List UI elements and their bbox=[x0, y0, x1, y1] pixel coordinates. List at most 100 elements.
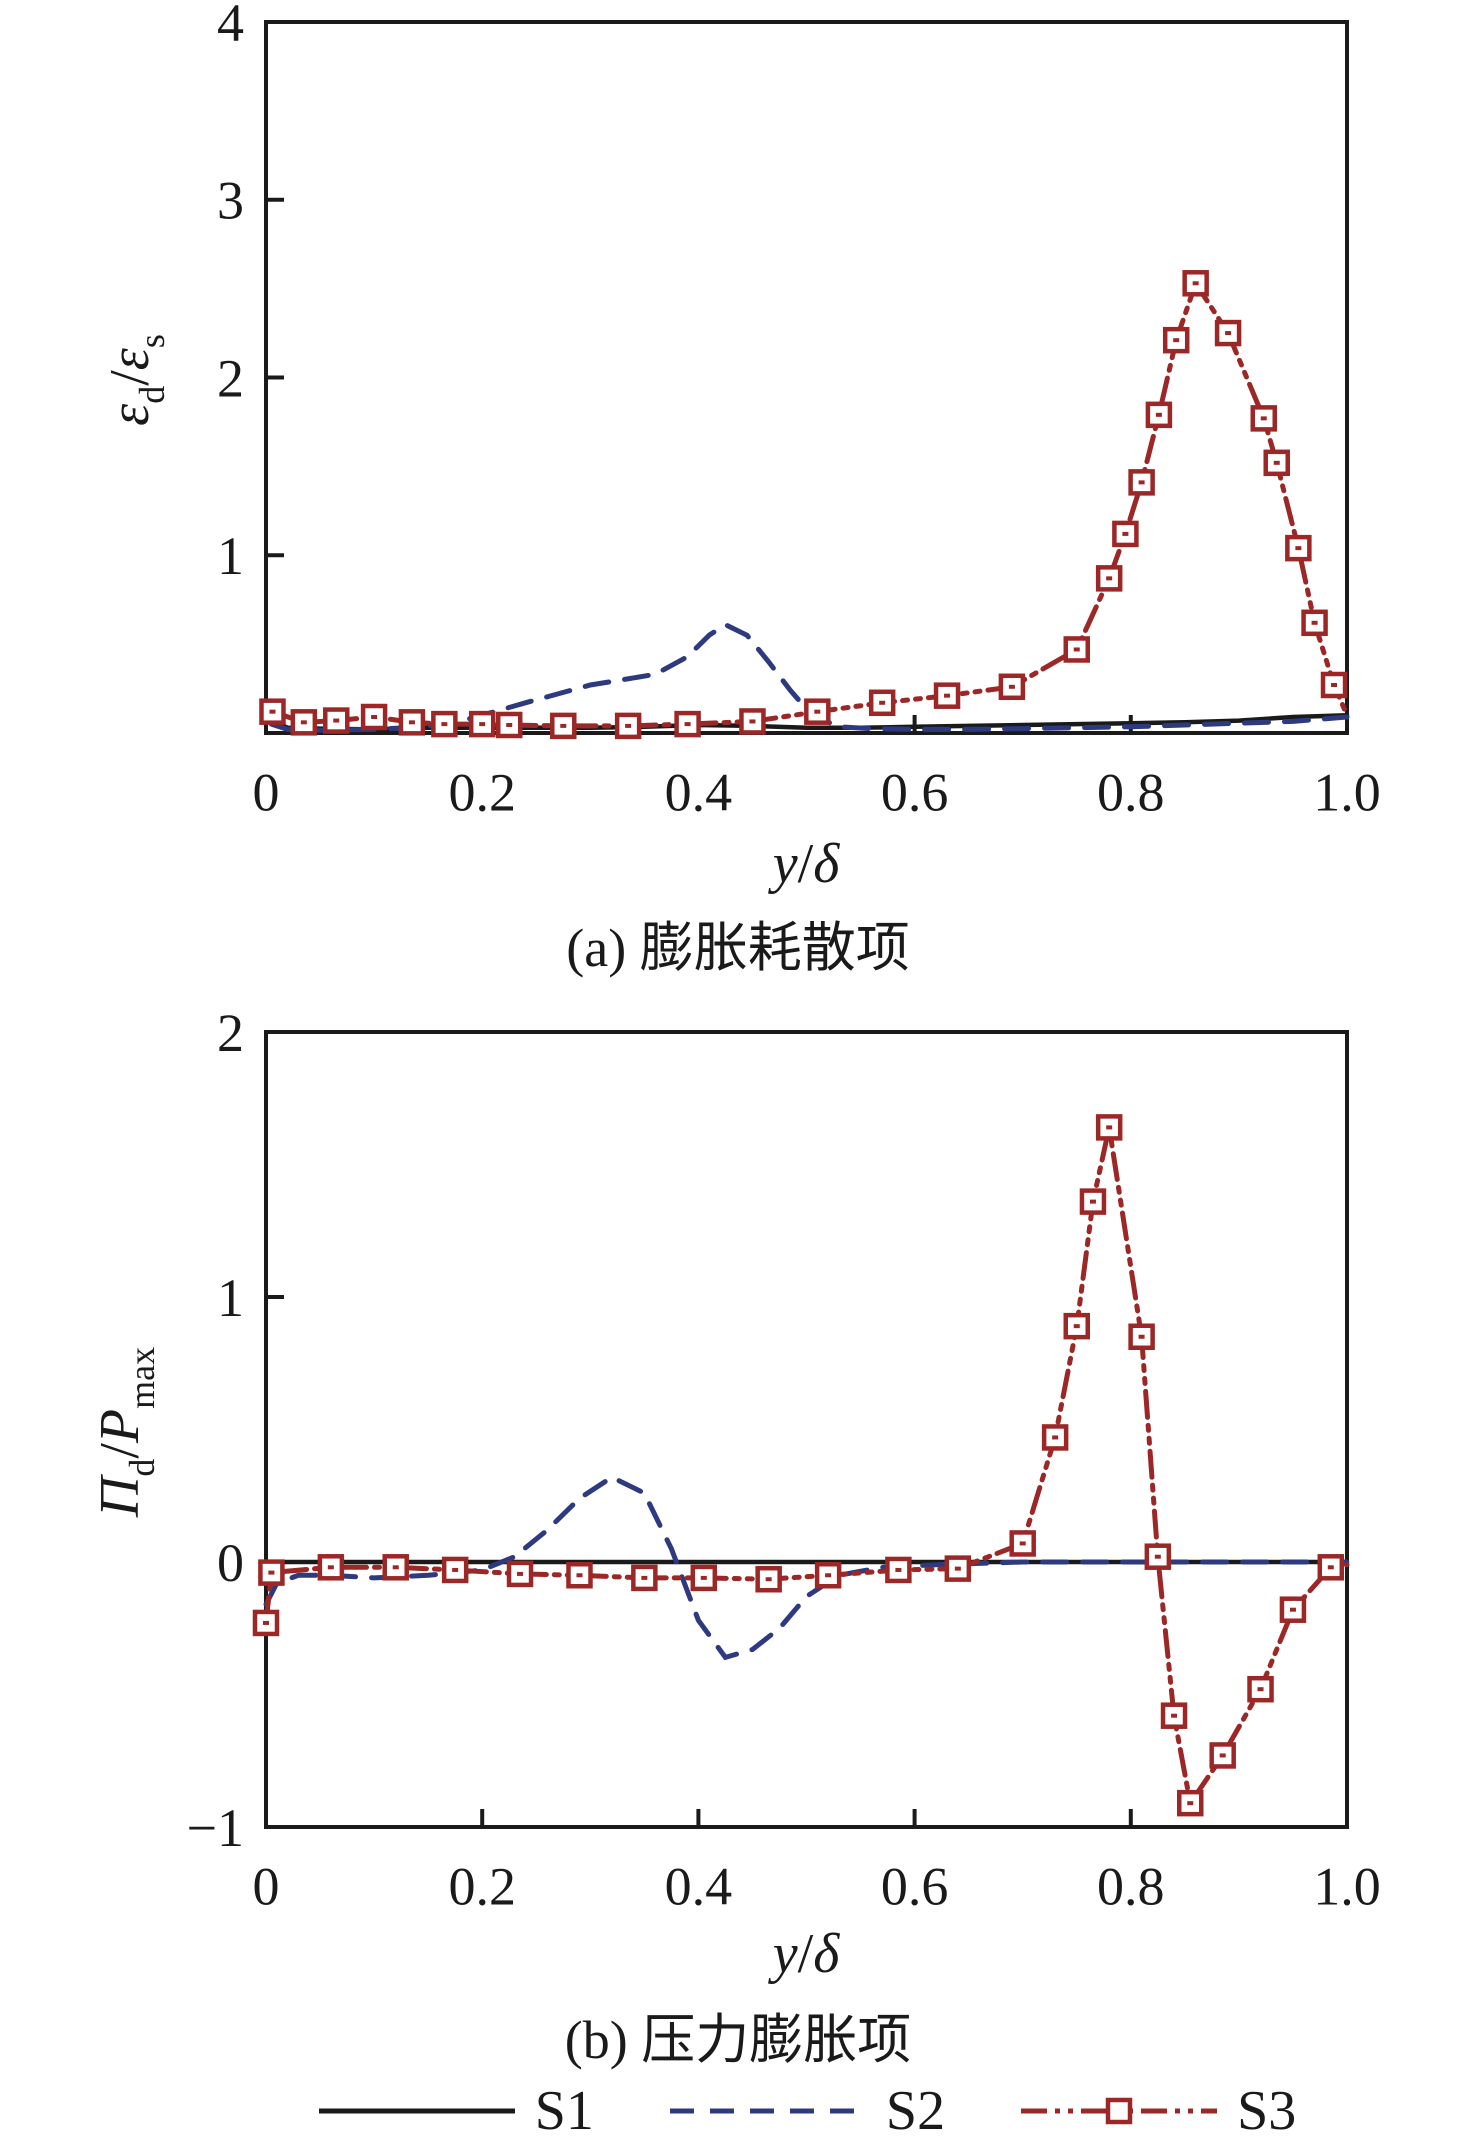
plot-a-series-S3-marker-dot-1 bbox=[300, 720, 307, 725]
legend-sample-s3-line bbox=[1021, 2097, 1218, 2125]
plot-b-xtick-label-0: 0 bbox=[253, 1856, 280, 1916]
plot-b-series-S3-marker-dot-13 bbox=[1019, 1541, 1026, 1546]
plot-b-xtick-label-4: 0.8 bbox=[1097, 1856, 1165, 1916]
legend-item-s1: S1 bbox=[317, 2079, 594, 2143]
plot-a-series-S3-marker-dot-0 bbox=[269, 709, 276, 714]
plot-b-series-S3-marker-dot-25 bbox=[1327, 1565, 1334, 1570]
plot-a-frame bbox=[264, 20, 1349, 735]
plot-a-xtick-label-1: 0.2 bbox=[448, 762, 516, 822]
plot-a-series-S3-marker-dot-8 bbox=[560, 723, 567, 728]
plot-a-series-S3-marker-dot-5 bbox=[441, 722, 448, 727]
plot-b-series-S3-marker-dot-21 bbox=[1187, 1801, 1194, 1806]
plot-b-series-S3-marker-dot-14 bbox=[1052, 1435, 1059, 1440]
legend-sample-s1-line bbox=[318, 2108, 515, 2114]
legend-sample-s2-line bbox=[669, 2108, 866, 2114]
plot-a-series-S3-marker-dot-24 bbox=[1260, 416, 1267, 421]
plot-a-series-S3-marker-dot-6 bbox=[479, 722, 486, 727]
plot-a-series-S3-marker-dot-7 bbox=[506, 723, 513, 728]
plot-b-series-S3-marker-dot-11 bbox=[895, 1567, 902, 1572]
plot-b-xtick-label-2: 0.4 bbox=[665, 1856, 733, 1916]
plot-b-series-S3-marker-dot-15 bbox=[1073, 1324, 1080, 1329]
plot-b-series-S3-marker-dot-12 bbox=[954, 1566, 961, 1571]
legend-label-s1: S1 bbox=[534, 2080, 594, 2142]
plot-a-series-S3-marker-dot-27 bbox=[1311, 620, 1318, 625]
plot-b-series-S3-marker-dot-16 bbox=[1089, 1199, 1096, 1204]
plot-a-xtick-label-2: 0.4 bbox=[665, 762, 733, 822]
plot-a-ytick-label-3: 4 bbox=[217, 0, 244, 53]
plot-b-series-S3-marker-dot-23 bbox=[1257, 1687, 1264, 1692]
plot-b-series-S3-marker-dot-10 bbox=[825, 1573, 832, 1578]
plot-b-series-S3-marker-dot-8 bbox=[700, 1575, 707, 1580]
plot-a-xtick-label-5: 1.0 bbox=[1313, 762, 1381, 822]
plot-b-series-S3-marker-dot-19 bbox=[1154, 1554, 1161, 1559]
legend-item-s2: S2 bbox=[668, 2079, 945, 2143]
plot-a-ylabel: εd/εs bbox=[99, 334, 172, 426]
plot-a-xtick-label-4: 0.8 bbox=[1097, 762, 1165, 822]
plot-a-ytick-label-2: 3 bbox=[217, 171, 244, 231]
plot-a-series-S3-marker-dot-21 bbox=[1173, 338, 1180, 343]
plot-a-xtick-label-3: 0.6 bbox=[881, 762, 949, 822]
plot-b-series-S3-marker-dot-9 bbox=[765, 1577, 772, 1582]
plot-b-series-S3-marker-dot-20 bbox=[1171, 1713, 1178, 1718]
legend-sample-s3-marker bbox=[1105, 2097, 1133, 2125]
plot-a-series-S3-marker-dot-10 bbox=[684, 722, 691, 727]
plot-a-series-S3-marker-dot-28 bbox=[1331, 683, 1338, 688]
plot-a-series-S3-marker-dot-12 bbox=[814, 709, 821, 714]
caption-a: (a) 膨胀耗散项 bbox=[566, 918, 910, 978]
plot-a-ytick-label-0: 1 bbox=[217, 526, 244, 586]
legend-label-s3: S3 bbox=[1237, 2080, 1297, 2142]
caption-b: (b) 压力膨胀项 bbox=[564, 2010, 912, 2070]
plot-b-xtick-label-1: 0.2 bbox=[448, 1856, 516, 1916]
plot-b-series-S3-marker-dot-18 bbox=[1138, 1334, 1145, 1339]
plot-b-series-S2-line bbox=[263, 1474, 1350, 1661]
plot-b-frame bbox=[264, 1030, 1349, 1829]
plot-b-ylabel: Πd/Pmax bbox=[89, 1347, 162, 1518]
plot-b-xlabel: y/δ bbox=[768, 1923, 840, 1985]
plot-b-ytick-label-0: −1 bbox=[187, 1798, 244, 1858]
plot-a: 0 0.2 0.4 0.6 0.8 1.0 1 2 3 4 y/δ εd/εs bbox=[99, 0, 1381, 895]
plot-b-series-S3-marker-dot-7 bbox=[641, 1575, 648, 1580]
plot-b-series-S3-markers bbox=[252, 1114, 1345, 1817]
plot-b-series-S3-marker-dot-24 bbox=[1289, 1607, 1296, 1612]
plot-a-series-S3-marker-dot-23 bbox=[1225, 331, 1232, 336]
plot-a-series-S3-marker-dot-2 bbox=[333, 718, 340, 723]
plot-b-series-S3-marker-dot-5 bbox=[517, 1571, 524, 1576]
plot-a-series-S3-marker-dot-17 bbox=[1106, 576, 1113, 581]
legend-item-s3: S3 bbox=[1019, 2079, 1296, 2143]
legend-label-s2: S2 bbox=[885, 2080, 946, 2142]
plot-b-series-S3-marker-dot-22 bbox=[1219, 1753, 1226, 1758]
plot-b-series-S3-marker-dot-2 bbox=[327, 1565, 334, 1570]
plot-b-ytick-label-2: 1 bbox=[217, 1268, 244, 1328]
plot-a-series-S3-marker-dot-22 bbox=[1192, 281, 1199, 286]
plot-b-series-S3-marker-dot-0 bbox=[263, 1620, 269, 1625]
plot-a-series-S3-marker-dot-13 bbox=[879, 700, 886, 705]
plot-b-ytick-label-1: 0 bbox=[217, 1533, 244, 1593]
plot-a-series-S3-marker-dot-25 bbox=[1273, 460, 1280, 465]
legend: S1 S2 S3 bbox=[266, 2079, 1347, 2143]
plot-a-series-S3-marker-dot-14 bbox=[944, 693, 951, 698]
plot-b-series-S3-marker-dot-6 bbox=[576, 1573, 583, 1578]
plot-a-series-S3-marker-dot-19 bbox=[1138, 480, 1145, 485]
plot-a-ytick-label-1: 2 bbox=[217, 348, 244, 408]
plot-a-series-S3-marker-dot-4 bbox=[408, 720, 415, 725]
plot-a-series-S3-markers bbox=[259, 270, 1348, 740]
plot-b-xtick-label-5: 1.0 bbox=[1313, 1856, 1381, 1916]
plot-a-xtick-label-0: 0 bbox=[253, 762, 280, 822]
plot-b-series-S3-marker-dot-17 bbox=[1106, 1125, 1113, 1130]
plot-a-xlabel: y/δ bbox=[768, 833, 840, 895]
plot-b-ytick-label-3: 2 bbox=[217, 1003, 244, 1063]
plot-a-series-S3-marker-dot-26 bbox=[1295, 546, 1302, 551]
plot-a-series-S3-marker-dot-20 bbox=[1155, 412, 1162, 417]
plot-a-series-S3-marker-dot-3 bbox=[371, 715, 378, 720]
plot-a-series-S3-marker-dot-15 bbox=[1008, 684, 1015, 689]
plot-b-series-S3-marker-dot-1 bbox=[268, 1570, 275, 1575]
plot-a-series-S3-marker-dot-16 bbox=[1073, 647, 1080, 652]
plot-b-series-S3-marker-dot-4 bbox=[452, 1567, 459, 1572]
plot-b-xtick-label-3: 0.6 bbox=[881, 1856, 949, 1916]
plot-a-series-S3-marker-dot-11 bbox=[749, 719, 756, 724]
plot-b-series-S3-marker-dot-3 bbox=[392, 1565, 399, 1570]
